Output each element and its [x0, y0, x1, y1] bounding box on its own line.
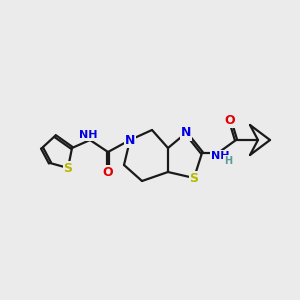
Text: NH: NH — [79, 130, 97, 140]
Text: O: O — [103, 166, 113, 178]
Text: NH: NH — [211, 151, 229, 161]
Text: H: H — [224, 156, 232, 166]
Text: S: S — [64, 161, 73, 175]
Text: N: N — [125, 134, 135, 146]
Text: S: S — [190, 172, 199, 184]
Text: O: O — [225, 113, 235, 127]
Text: N: N — [181, 127, 191, 140]
